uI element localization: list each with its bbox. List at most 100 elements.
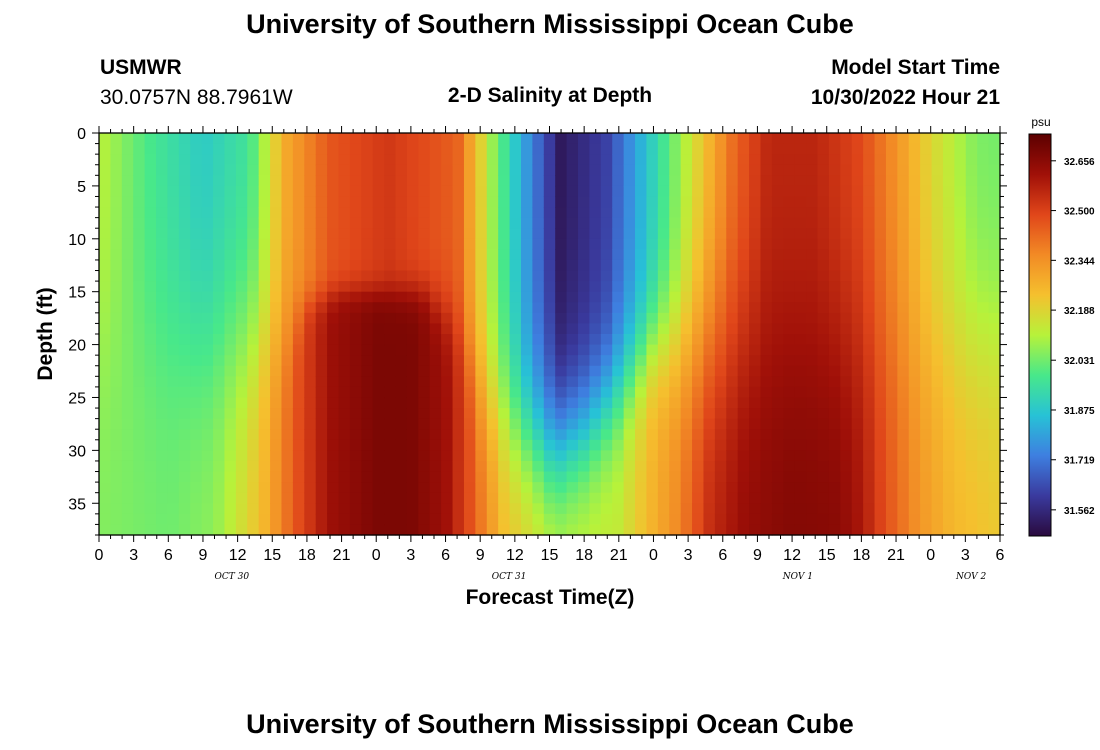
heatmap-cell [600, 355, 613, 367]
heatmap-cell [954, 397, 967, 409]
heatmap-cell [213, 492, 226, 504]
heatmap-cell [384, 175, 397, 187]
heatmap-cell [156, 143, 169, 155]
heatmap-cell [897, 482, 910, 494]
heatmap-cell [863, 238, 876, 250]
heatmap-cell [99, 460, 112, 473]
heatmap-cell [714, 133, 727, 145]
heatmap-cell [646, 323, 659, 335]
heatmap-cell [977, 228, 990, 240]
heatmap-cell [714, 291, 727, 303]
heatmap-cell [817, 386, 830, 399]
heatmap-cell [623, 334, 636, 346]
heatmap-cell [144, 175, 157, 187]
heatmap-cell [874, 513, 887, 526]
heatmap-cell [418, 249, 431, 261]
heatmap-cell [361, 291, 374, 303]
heatmap-cell [794, 503, 807, 515]
heatmap-cell [190, 344, 203, 356]
heatmap-cell [304, 344, 317, 356]
heatmap-cell [498, 439, 511, 451]
heatmap-cell [737, 270, 750, 282]
heatmap-cell [942, 143, 955, 155]
heatmap-cell [144, 143, 157, 155]
heatmap-cell [110, 513, 123, 526]
heatmap-cell [908, 164, 921, 176]
heatmap-cell [406, 386, 419, 399]
heatmap-cell [657, 439, 670, 451]
heatmap-cell [703, 228, 716, 240]
heatmap-cell [726, 334, 739, 346]
heatmap-cell [635, 259, 648, 272]
heatmap-cell [543, 344, 556, 356]
heatmap-cell [395, 154, 408, 166]
heatmap-cell [965, 281, 978, 293]
heatmap-cell [270, 185, 283, 198]
heatmap-cell [612, 291, 625, 303]
heatmap-cell [931, 238, 944, 250]
heatmap-cell [555, 185, 568, 198]
heatmap-cell [361, 207, 374, 219]
heatmap-cell [806, 291, 819, 303]
heatmap-cell [920, 439, 933, 451]
heatmap-cell [920, 503, 933, 515]
heatmap-cell [714, 471, 727, 483]
heatmap-cell [361, 185, 374, 198]
heatmap-cell [965, 207, 978, 219]
heatmap-cell [794, 408, 807, 420]
heatmap-cell [851, 429, 864, 441]
heatmap-cell [315, 164, 328, 176]
heatmap-cell [840, 492, 853, 504]
heatmap-cell [475, 281, 488, 293]
heatmap-cell [600, 270, 613, 282]
heatmap-cell [703, 175, 716, 187]
heatmap-cell [270, 323, 283, 335]
heatmap-cell [372, 376, 385, 388]
heatmap-cell [178, 238, 191, 250]
heatmap-cell [315, 175, 328, 187]
heatmap-cell [452, 185, 465, 198]
heatmap-cell [646, 418, 659, 430]
heatmap-cell [714, 482, 727, 494]
heatmap-cell [760, 259, 773, 272]
heatmap-cell [988, 270, 1001, 282]
heatmap-cell [646, 429, 659, 441]
heatmap-cell [338, 418, 351, 430]
heatmap-cell [304, 524, 317, 536]
heatmap-cell [680, 460, 693, 473]
heatmap-cell [361, 143, 374, 155]
heatmap-cell [315, 185, 328, 198]
heatmap-cell [121, 259, 134, 272]
heatmap-cell [600, 524, 613, 536]
heatmap-cell [783, 185, 796, 198]
heatmap-cell [885, 154, 898, 166]
heatmap-cell [931, 418, 944, 430]
heatmap-cell [509, 175, 522, 187]
heatmap-cell [292, 355, 305, 367]
heatmap-cell [315, 133, 328, 145]
heatmap-cell [304, 492, 317, 504]
heatmap-cell [463, 249, 476, 261]
heatmap-cell [920, 386, 933, 399]
heatmap-cell [532, 524, 545, 536]
heatmap-cell [418, 344, 431, 356]
heatmap-cell [338, 133, 351, 145]
heatmap-cell [304, 323, 317, 335]
heatmap-cell [406, 291, 419, 303]
heatmap-cell [555, 312, 568, 325]
heatmap-cell [874, 175, 887, 187]
heatmap-cell [498, 217, 511, 229]
heatmap-cell [885, 238, 898, 250]
heatmap-cell [190, 355, 203, 367]
heatmap-cell [349, 259, 362, 272]
heatmap-cell [201, 154, 214, 166]
heatmap-cell [315, 228, 328, 240]
heatmap-cell [156, 249, 169, 261]
heatmap-cell [566, 154, 579, 166]
heatmap-cell [578, 408, 591, 420]
heatmap-cell [828, 513, 841, 526]
heatmap-cell [463, 164, 476, 176]
heatmap-cell [669, 291, 682, 303]
heatmap-cell [714, 154, 727, 166]
heatmap-cell [760, 249, 773, 261]
